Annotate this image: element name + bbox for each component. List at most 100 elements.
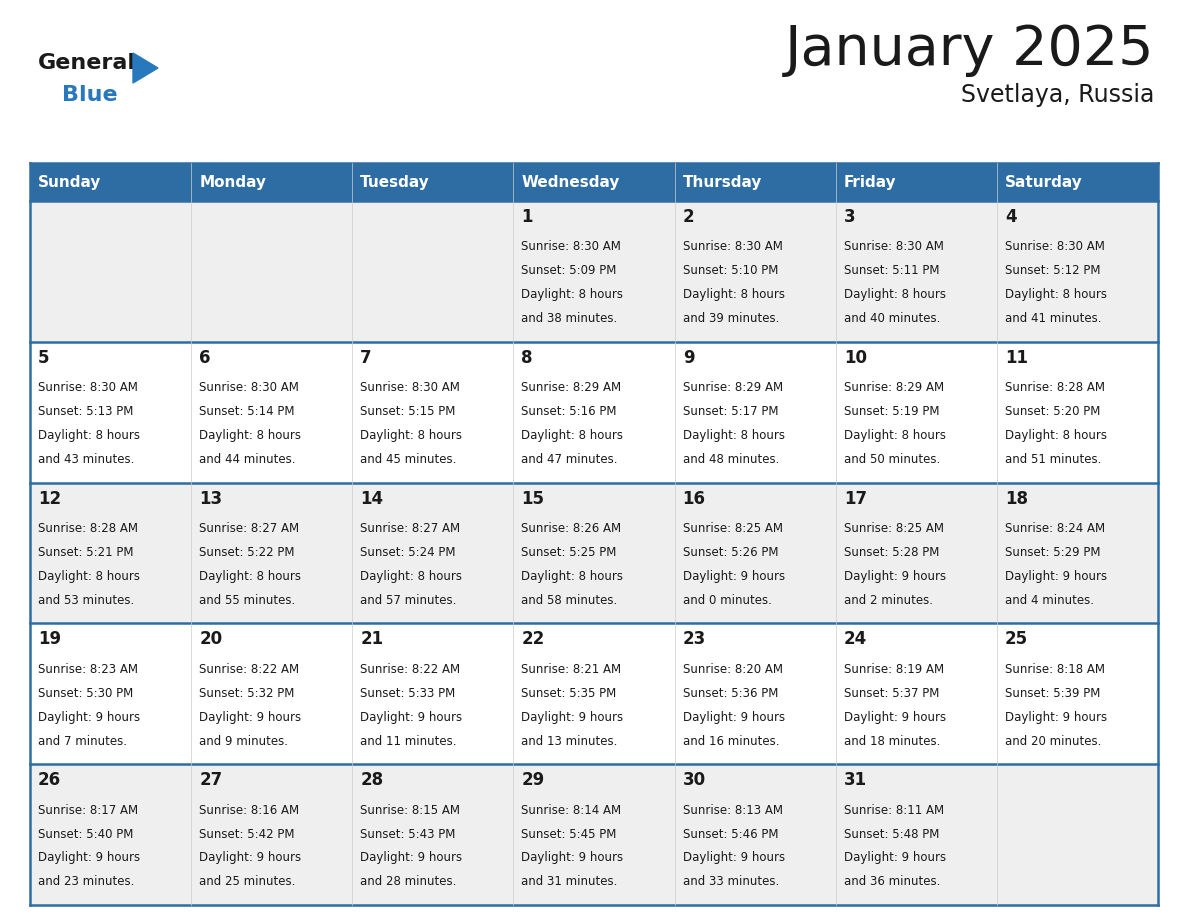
Text: 23: 23 xyxy=(683,631,706,648)
Text: Daylight: 8 hours: Daylight: 8 hours xyxy=(38,429,140,442)
Text: Blue: Blue xyxy=(62,85,118,105)
Text: Sunrise: 8:30 AM: Sunrise: 8:30 AM xyxy=(683,241,783,253)
Text: Tuesday: Tuesday xyxy=(360,174,430,189)
Text: Sunset: 5:20 PM: Sunset: 5:20 PM xyxy=(1005,405,1100,419)
Text: 8: 8 xyxy=(522,349,533,367)
Text: January 2025: January 2025 xyxy=(784,23,1154,77)
Text: Sunrise: 8:29 AM: Sunrise: 8:29 AM xyxy=(843,381,944,394)
Text: Sunrise: 8:30 AM: Sunrise: 8:30 AM xyxy=(200,381,299,394)
Text: Daylight: 8 hours: Daylight: 8 hours xyxy=(200,570,302,583)
Text: Daylight: 9 hours: Daylight: 9 hours xyxy=(843,570,946,583)
Text: Sunset: 5:12 PM: Sunset: 5:12 PM xyxy=(1005,264,1100,277)
Text: Daylight: 8 hours: Daylight: 8 hours xyxy=(843,429,946,442)
Text: Sunrise: 8:26 AM: Sunrise: 8:26 AM xyxy=(522,522,621,535)
Text: 10: 10 xyxy=(843,349,867,367)
Text: Daylight: 8 hours: Daylight: 8 hours xyxy=(38,570,140,583)
Text: Daylight: 8 hours: Daylight: 8 hours xyxy=(522,570,624,583)
Text: and 48 minutes.: and 48 minutes. xyxy=(683,453,779,466)
Text: 7: 7 xyxy=(360,349,372,367)
Text: 3: 3 xyxy=(843,208,855,226)
Text: Sunset: 5:26 PM: Sunset: 5:26 PM xyxy=(683,546,778,559)
Text: Sunrise: 8:18 AM: Sunrise: 8:18 AM xyxy=(1005,663,1105,676)
Text: Sunrise: 8:22 AM: Sunrise: 8:22 AM xyxy=(200,663,299,676)
Text: Sunrise: 8:27 AM: Sunrise: 8:27 AM xyxy=(360,522,461,535)
Text: 16: 16 xyxy=(683,489,706,508)
Text: Sunrise: 8:16 AM: Sunrise: 8:16 AM xyxy=(200,803,299,817)
Text: Daylight: 9 hours: Daylight: 9 hours xyxy=(843,852,946,865)
Text: Daylight: 9 hours: Daylight: 9 hours xyxy=(843,711,946,723)
Text: 29: 29 xyxy=(522,771,545,789)
Text: Sunrise: 8:17 AM: Sunrise: 8:17 AM xyxy=(38,803,138,817)
Text: Sunset: 5:17 PM: Sunset: 5:17 PM xyxy=(683,405,778,419)
Text: and 39 minutes.: and 39 minutes. xyxy=(683,312,779,325)
Text: Sunset: 5:45 PM: Sunset: 5:45 PM xyxy=(522,827,617,841)
Text: Sunset: 5:30 PM: Sunset: 5:30 PM xyxy=(38,687,133,700)
Text: Monday: Monday xyxy=(200,174,266,189)
Text: Daylight: 8 hours: Daylight: 8 hours xyxy=(683,288,784,301)
Text: Sunset: 5:48 PM: Sunset: 5:48 PM xyxy=(843,827,940,841)
Text: and 40 minutes.: and 40 minutes. xyxy=(843,312,940,325)
Text: Daylight: 9 hours: Daylight: 9 hours xyxy=(200,852,302,865)
Text: Sunrise: 8:19 AM: Sunrise: 8:19 AM xyxy=(843,663,944,676)
Text: 24: 24 xyxy=(843,631,867,648)
Text: Thursday: Thursday xyxy=(683,174,762,189)
Text: Daylight: 8 hours: Daylight: 8 hours xyxy=(360,570,462,583)
Text: Daylight: 9 hours: Daylight: 9 hours xyxy=(38,711,140,723)
Text: Sunset: 5:32 PM: Sunset: 5:32 PM xyxy=(200,687,295,700)
Text: and 41 minutes.: and 41 minutes. xyxy=(1005,312,1101,325)
Text: Sunrise: 8:25 AM: Sunrise: 8:25 AM xyxy=(843,522,943,535)
Text: Daylight: 9 hours: Daylight: 9 hours xyxy=(1005,570,1107,583)
Text: Daylight: 8 hours: Daylight: 8 hours xyxy=(843,288,946,301)
Text: Daylight: 9 hours: Daylight: 9 hours xyxy=(360,711,462,723)
Text: 17: 17 xyxy=(843,489,867,508)
Text: 11: 11 xyxy=(1005,349,1028,367)
Text: Saturday: Saturday xyxy=(1005,174,1082,189)
Text: Sunset: 5:36 PM: Sunset: 5:36 PM xyxy=(683,687,778,700)
Text: and 31 minutes.: and 31 minutes. xyxy=(522,876,618,889)
Text: Sunset: 5:46 PM: Sunset: 5:46 PM xyxy=(683,827,778,841)
Text: Daylight: 9 hours: Daylight: 9 hours xyxy=(683,570,785,583)
Text: and 9 minutes.: and 9 minutes. xyxy=(200,734,289,747)
Text: Sunset: 5:25 PM: Sunset: 5:25 PM xyxy=(522,546,617,559)
Text: 18: 18 xyxy=(1005,489,1028,508)
Text: Sunrise: 8:14 AM: Sunrise: 8:14 AM xyxy=(522,803,621,817)
Text: Sunset: 5:11 PM: Sunset: 5:11 PM xyxy=(843,264,940,277)
Text: Sunset: 5:13 PM: Sunset: 5:13 PM xyxy=(38,405,133,419)
Text: Sunset: 5:28 PM: Sunset: 5:28 PM xyxy=(843,546,940,559)
Text: 21: 21 xyxy=(360,631,384,648)
Text: Daylight: 8 hours: Daylight: 8 hours xyxy=(683,429,784,442)
Text: Sunset: 5:43 PM: Sunset: 5:43 PM xyxy=(360,827,456,841)
Text: Sunrise: 8:24 AM: Sunrise: 8:24 AM xyxy=(1005,522,1105,535)
Text: Sunrise: 8:30 AM: Sunrise: 8:30 AM xyxy=(38,381,138,394)
Text: 30: 30 xyxy=(683,771,706,789)
Text: Sunrise: 8:30 AM: Sunrise: 8:30 AM xyxy=(1005,241,1105,253)
Text: and 7 minutes.: and 7 minutes. xyxy=(38,734,127,747)
Text: Sunday: Sunday xyxy=(38,174,101,189)
Text: and 0 minutes.: and 0 minutes. xyxy=(683,594,771,607)
Text: 12: 12 xyxy=(38,489,62,508)
Text: and 18 minutes.: and 18 minutes. xyxy=(843,734,940,747)
Text: and 55 minutes.: and 55 minutes. xyxy=(200,594,296,607)
Text: Sunrise: 8:11 AM: Sunrise: 8:11 AM xyxy=(843,803,944,817)
Text: and 13 minutes.: and 13 minutes. xyxy=(522,734,618,747)
Text: Daylight: 8 hours: Daylight: 8 hours xyxy=(522,288,624,301)
Text: Sunset: 5:24 PM: Sunset: 5:24 PM xyxy=(360,546,456,559)
Text: Sunset: 5:10 PM: Sunset: 5:10 PM xyxy=(683,264,778,277)
Text: General: General xyxy=(38,53,135,73)
Text: and 43 minutes.: and 43 minutes. xyxy=(38,453,134,466)
Text: and 20 minutes.: and 20 minutes. xyxy=(1005,734,1101,747)
Text: and 2 minutes.: and 2 minutes. xyxy=(843,594,933,607)
Text: Daylight: 9 hours: Daylight: 9 hours xyxy=(522,852,624,865)
Text: 13: 13 xyxy=(200,489,222,508)
Text: Daylight: 8 hours: Daylight: 8 hours xyxy=(1005,429,1107,442)
Text: Sunrise: 8:28 AM: Sunrise: 8:28 AM xyxy=(1005,381,1105,394)
Text: and 58 minutes.: and 58 minutes. xyxy=(522,594,618,607)
Text: 9: 9 xyxy=(683,349,694,367)
Text: Daylight: 9 hours: Daylight: 9 hours xyxy=(683,711,785,723)
Polygon shape xyxy=(133,53,158,83)
Text: Sunset: 5:15 PM: Sunset: 5:15 PM xyxy=(360,405,456,419)
Text: and 16 minutes.: and 16 minutes. xyxy=(683,734,779,747)
Text: and 50 minutes.: and 50 minutes. xyxy=(843,453,940,466)
Text: and 47 minutes.: and 47 minutes. xyxy=(522,453,618,466)
Text: Daylight: 9 hours: Daylight: 9 hours xyxy=(360,852,462,865)
